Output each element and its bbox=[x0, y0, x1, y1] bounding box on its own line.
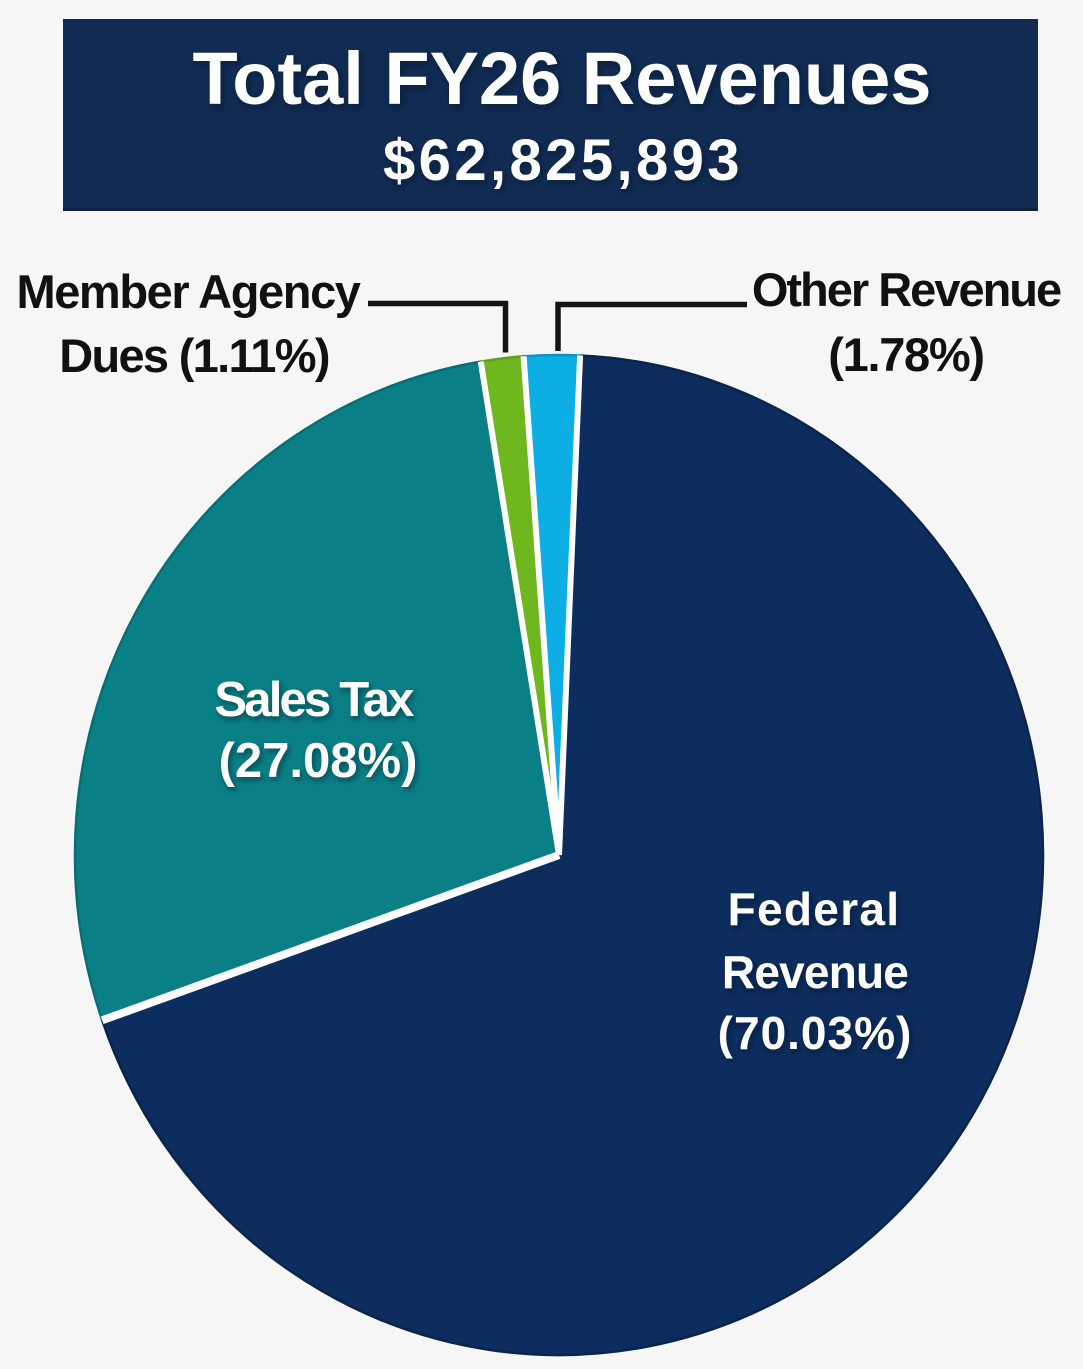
svg-text:Revenue: Revenue bbox=[722, 946, 908, 998]
svg-text:Sales Tax: Sales Tax bbox=[214, 673, 414, 727]
svg-text:$62,825,893: $62,825,893 bbox=[383, 128, 743, 193]
svg-text:Federal: Federal bbox=[728, 883, 901, 935]
svg-text:(27.08%): (27.08%) bbox=[219, 734, 418, 788]
svg-text:Dues (1.11%): Dues (1.11%) bbox=[59, 329, 329, 382]
svg-text:Member Agency: Member Agency bbox=[16, 265, 360, 318]
svg-text:(1.78%): (1.78%) bbox=[828, 328, 983, 381]
svg-text:Other Revenue: Other Revenue bbox=[752, 263, 1061, 316]
svg-text:(70.03%): (70.03%) bbox=[718, 1007, 913, 1059]
svg-text:Total FY26 Revenues: Total FY26 Revenues bbox=[193, 37, 932, 120]
